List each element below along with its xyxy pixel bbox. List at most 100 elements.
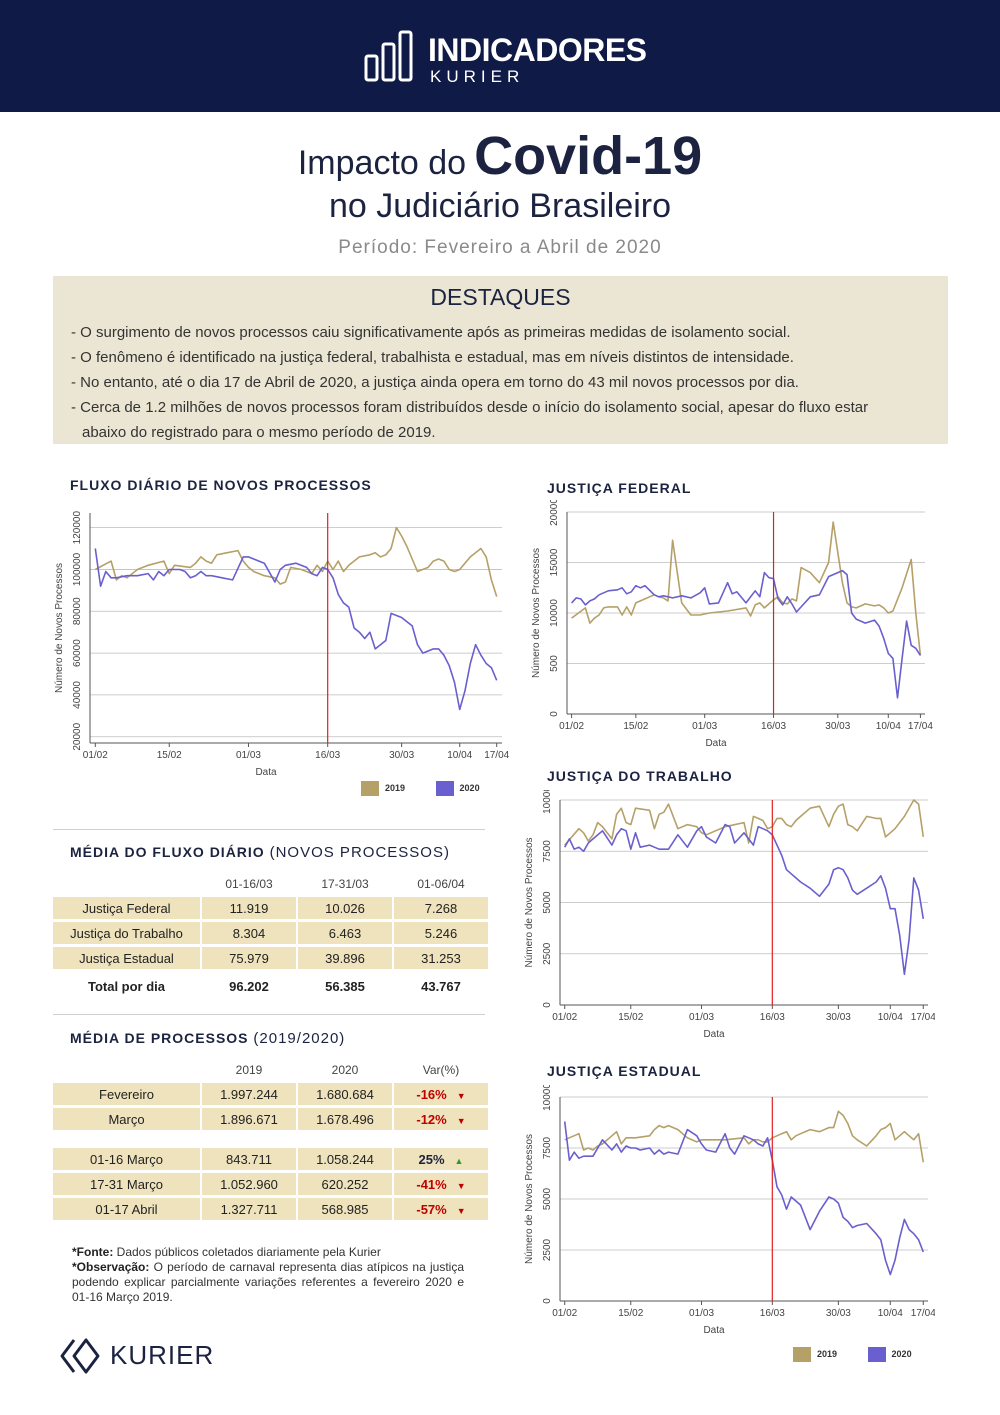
row-label: 01-17 Abril [53, 1198, 200, 1220]
x-tick-label: 01/02 [83, 750, 108, 761]
cell: 75.979 [202, 947, 296, 969]
divider [53, 829, 485, 830]
row-label: Fevereiro [53, 1083, 200, 1105]
row-label: Justiça Estadual [53, 947, 200, 969]
variation-cell: -57% ▼ [394, 1198, 488, 1220]
spacer [53, 1133, 488, 1145]
y-tick-label: 0 [542, 1298, 553, 1304]
y-axis-label: Número de Novos Processos [531, 548, 542, 678]
footnotes: *Fonte: Dados públicos coletados diariam… [72, 1245, 464, 1305]
table-header: 17-31/03 [321, 877, 369, 891]
title-prefix: Impacto do [297, 144, 467, 182]
y-tick-label: 15000 [549, 548, 560, 576]
legend-label-2020: 2020 [891, 1348, 912, 1359]
source-label: *Fonte: [72, 1245, 114, 1259]
total-cell: 96.202 [229, 978, 269, 994]
table-row: 17-31 Março 1.052.960 620.252 -41% ▼ [53, 1173, 488, 1195]
y-tick-label: 7500 [542, 1136, 553, 1159]
legend-top: 2019 2020 [361, 781, 480, 796]
table-header: 2020 [331, 1063, 359, 1077]
row-label: Justiça Federal [53, 897, 200, 919]
x-tick-label: 15/02 [618, 1308, 643, 1319]
y-tick-label: 10000 [542, 1085, 553, 1111]
cell: 8.304 [202, 922, 296, 944]
table-row: 01-17 Abril 1.327.711 568.985 -57% ▼ [53, 1198, 488, 1220]
divider [53, 1014, 485, 1015]
series-line-2020 [563, 1121, 925, 1276]
cell: 10.026 [298, 897, 392, 919]
x-tick-label: 17/04 [484, 750, 509, 761]
y-tick-label: 100000 [72, 552, 83, 586]
series-line-2019 [564, 1110, 925, 1163]
cell: 1.058.244 [298, 1148, 392, 1170]
table-spacer [53, 1133, 488, 1145]
variation-value: -12% [416, 1111, 447, 1127]
cell: 1.997.244 [202, 1083, 296, 1105]
cell: 6.463 [298, 922, 392, 944]
legend-swatch-2019 [793, 1347, 811, 1362]
series-line-2020 [571, 569, 922, 699]
x-tick-label: 10/04 [447, 750, 472, 761]
cell: 843.711 [202, 1148, 296, 1170]
legend-swatch-2019 [361, 781, 379, 796]
chart-title-federal: JUSTIÇA FEDERAL [547, 480, 692, 496]
cell: 568.985 [298, 1198, 392, 1220]
y-axis-label: Número de Novos Processos [524, 837, 535, 967]
row-label: 17-31 Março [53, 1173, 200, 1195]
series-line-2019 [564, 799, 925, 846]
y-tick-label: 10000 [542, 790, 553, 814]
footer-brand: KURIER [110, 1340, 215, 1370]
total-cell: 43.767 [421, 978, 461, 994]
total-label: Total por dia [87, 978, 166, 994]
total-cell: 56.385 [325, 978, 365, 994]
table-header-row: 01-16/03 17-31/03 01-06/04 [53, 874, 488, 894]
chart-justica-trabalho: 0 2500 5000 7500 10000 01/02 15/02 01/03 16/03 30… [524, 790, 935, 1040]
arrow-up-icon: ▲ [454, 1155, 464, 1166]
cell: 11.919 [202, 897, 296, 919]
table-row: Justiça do Trabalho 8.304 6.463 5.246 [53, 922, 488, 944]
table-header-row: 2019 2020 Var(%) [53, 1060, 488, 1080]
legend-label-2019: 2019 [817, 1348, 838, 1359]
highlights-box: DESTAQUES - O surgimento de novos proces… [53, 276, 948, 444]
variation-value: -16% [416, 1086, 447, 1102]
x-axis-label: Data [703, 1029, 725, 1040]
observation-label: *Observação: [72, 1260, 150, 1274]
arrow-down-icon: ▼ [456, 1180, 466, 1191]
x-tick-label: 10/04 [876, 721, 901, 732]
header-bar: INDICADORES KURIER [0, 0, 1000, 112]
table-media-fluxo: 01-16/03 17-31/03 01-06/04 Justiça Feder… [51, 871, 490, 1003]
x-tick-label: 16/03 [315, 750, 340, 761]
table-header: 2019 [235, 1063, 263, 1077]
cell: 31.253 [394, 947, 488, 969]
x-tick-label: 01/03 [689, 1308, 714, 1319]
x-tick-label: 15/02 [157, 750, 182, 761]
table-row: Fevereiro 1.997.244 1.680.684 -16% ▼ [53, 1083, 488, 1105]
arrow-down-icon: ▼ [456, 1090, 466, 1101]
chart-justica-federal: 0 500 10000 15000 20000 01/02 15/02 01/03 16/03 3… [531, 500, 933, 749]
table-row: Março 1.896.671 1.678.496 -12% ▼ [53, 1108, 488, 1130]
highlight-item: - O surgimento de novos processos caiu s… [71, 324, 791, 341]
series-line-2019 [571, 521, 922, 656]
table-title-bold: MÉDIA DO FLUXO DIÁRIO [70, 844, 265, 860]
y-tick-label: 20000 [72, 722, 83, 750]
highlight-item: - Cerca de 1.2 milhões de novos processo… [71, 399, 869, 416]
cell: 1.052.960 [202, 1173, 296, 1195]
cell: 1.896.671 [202, 1108, 296, 1130]
table-row: 01-16 Março 843.711 1.058.244 25% ▲ [53, 1148, 488, 1170]
y-tick-label: 2500 [542, 1238, 553, 1261]
y-axis-label: Número de Novos Processos [524, 1134, 535, 1264]
x-tick-label: 17/04 [911, 1308, 935, 1319]
x-tick-label: 10/04 [878, 1012, 903, 1023]
table-header-blank [53, 874, 200, 894]
page-subtitle: no Judiciário Brasileiro [328, 187, 672, 225]
y-tick-label: 20000 [549, 500, 560, 526]
variation-cell: 25% ▲ [394, 1148, 488, 1170]
series-line-2019 [94, 526, 498, 597]
arrow-down-icon: ▼ [456, 1205, 466, 1216]
brand-main: INDICADORES [428, 32, 647, 68]
table-title-bold: MÉDIA DE PROCESSOS [70, 1030, 249, 1046]
x-tick-label: 10/04 [878, 1308, 903, 1319]
kurier-logo-icon [60, 1338, 100, 1374]
table-title-media-processos: MÉDIA DE PROCESSOS (2019/2020) [70, 1030, 345, 1047]
observation-text: O período de carnaval representa dias at… [72, 1260, 464, 1304]
